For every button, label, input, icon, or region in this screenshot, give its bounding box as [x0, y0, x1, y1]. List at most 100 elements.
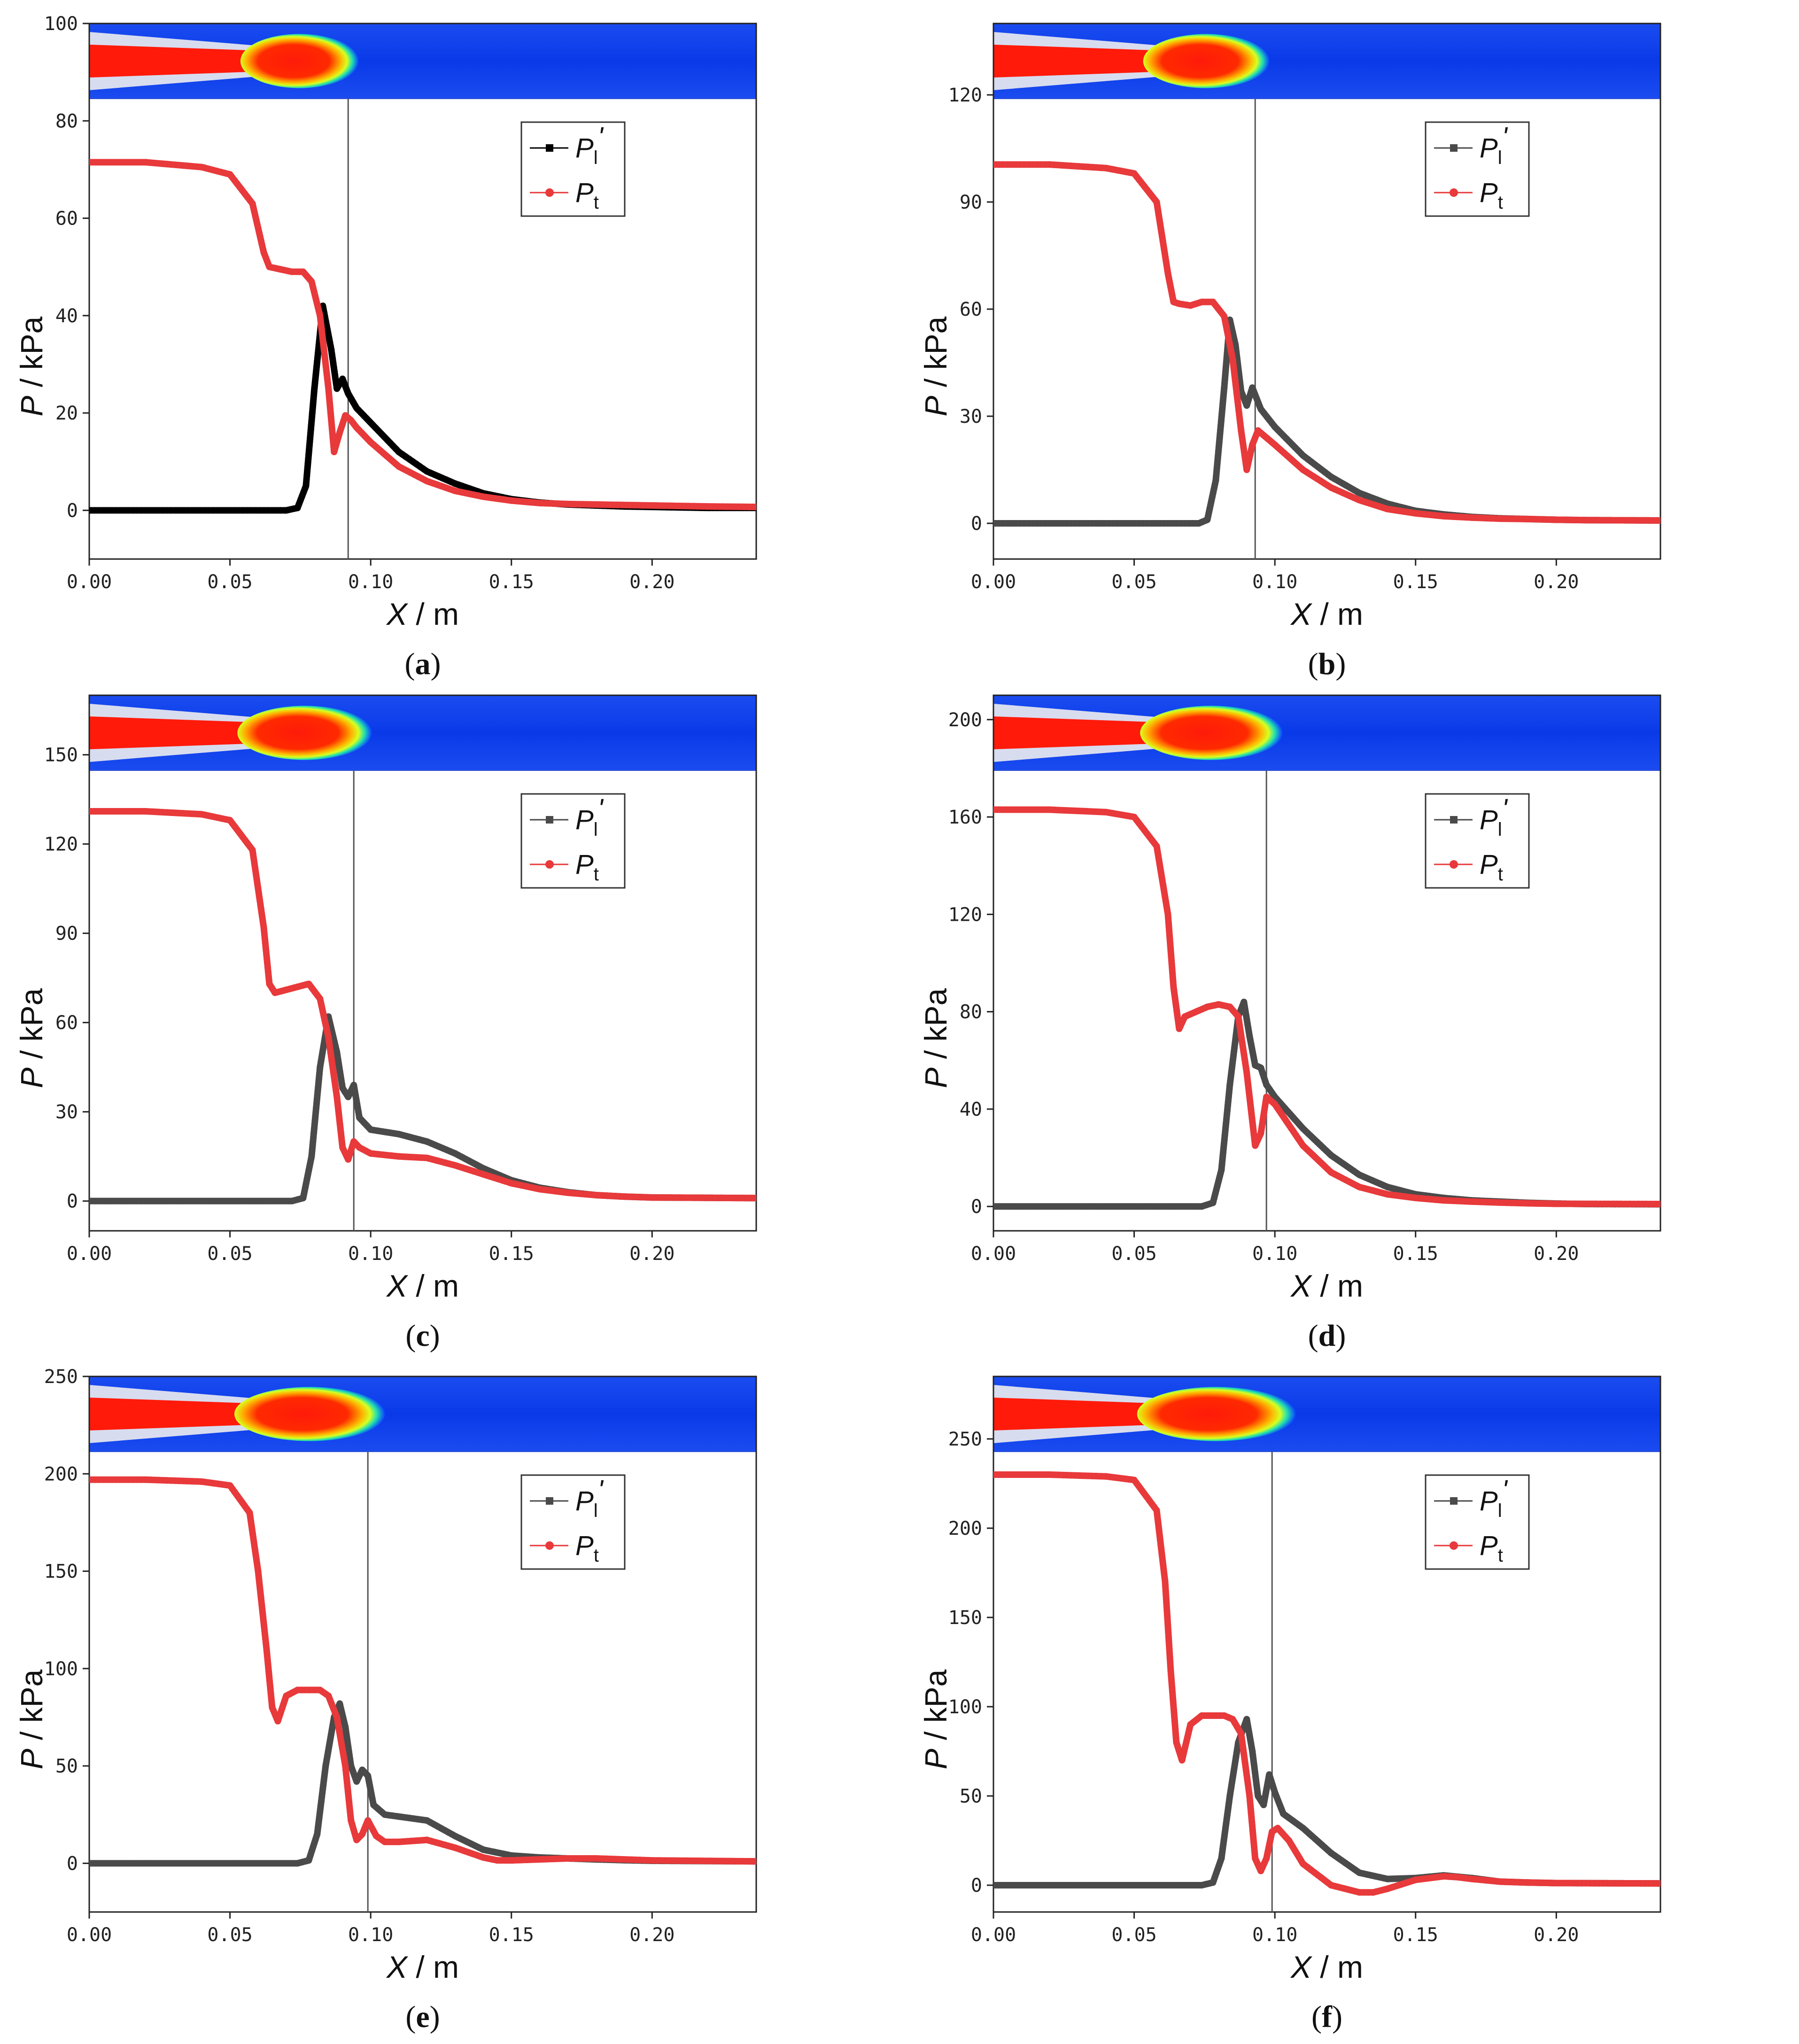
data-point — [339, 1085, 346, 1091]
x-tick-label: 0.20 — [629, 571, 675, 593]
data-point — [1198, 1712, 1205, 1719]
data-point — [753, 504, 756, 511]
chart-panel-c: 0 30 60 90 120 150 0.00 0.05 0.10 0.15 0.20 X / m P … — [0, 672, 892, 1353]
data-point — [1327, 1152, 1334, 1159]
data-point — [260, 249, 267, 256]
data-point — [993, 1203, 997, 1210]
data-point — [1300, 1142, 1307, 1149]
x-tick-label: 0.00 — [67, 571, 112, 593]
legend-marker-square — [1450, 1497, 1458, 1505]
data-point — [381, 1811, 388, 1818]
data-point — [451, 480, 458, 487]
data-point — [536, 499, 543, 506]
data-point — [342, 1724, 349, 1731]
data-point — [1384, 1191, 1391, 1198]
data-point — [226, 817, 233, 824]
data-point — [314, 1831, 321, 1838]
legend-box — [1425, 121, 1530, 217]
data-point — [353, 1836, 360, 1843]
data-point — [1198, 1203, 1205, 1210]
legend-label: Pt — [1480, 178, 1503, 213]
data-point — [1272, 423, 1279, 430]
data-point — [1246, 1033, 1253, 1040]
y-tick-label: 200 — [948, 709, 982, 731]
data-point — [494, 1857, 501, 1864]
data-point — [1218, 1855, 1225, 1862]
x-tick-label: 0.10 — [1252, 1243, 1297, 1265]
data-point — [198, 1478, 205, 1485]
x-axis-title: X / m — [386, 597, 459, 631]
panel-caption: (a) — [405, 647, 441, 681]
data-point — [1468, 514, 1475, 521]
y-tick-label: 30 — [960, 406, 982, 427]
legend: Pl' Pt — [1425, 793, 1530, 889]
series-Pt — [89, 1476, 756, 1865]
legend-marker-circle — [1450, 860, 1458, 869]
chart-svg-d: 0 40 80 120 160 200 0.00 0.05 0.10 0.15 0.20 X / m P… — [918, 694, 1661, 1353]
data-point — [508, 497, 515, 504]
data-point — [1153, 1507, 1160, 1514]
x-tick-label: 0.00 — [971, 571, 1016, 593]
data-point — [342, 1763, 349, 1770]
legend-marker-square — [1450, 816, 1458, 824]
data-point — [359, 1831, 366, 1838]
x-tick-label: 0.15 — [489, 1924, 534, 1946]
plume-core — [1143, 34, 1270, 88]
panel-caption: (d) — [1308, 1319, 1346, 1353]
y-tick-label: 120 — [948, 904, 982, 925]
data-point — [89, 808, 93, 815]
data-point — [1553, 1200, 1560, 1207]
data-point — [283, 1692, 290, 1699]
data-point — [423, 1836, 430, 1843]
data-point — [1255, 1793, 1262, 1799]
data-point — [508, 1180, 515, 1187]
data-point — [1412, 1876, 1419, 1883]
legend-label: Pl' — [1480, 793, 1508, 840]
data-point — [1162, 1578, 1169, 1585]
data-point — [395, 1131, 403, 1138]
x-tick-label: 0.10 — [348, 1243, 393, 1265]
data-point — [294, 983, 301, 990]
flow-field-inset — [993, 1376, 1661, 1452]
data-point — [1204, 1003, 1211, 1010]
y-axis-title: P / kPa — [918, 316, 953, 416]
data-point — [317, 1686, 324, 1694]
data-point — [395, 1153, 403, 1160]
x-tick-label: 0.10 — [348, 571, 393, 593]
data-point — [423, 1817, 430, 1824]
y-tick-label: 40 — [55, 305, 78, 327]
y-tick-label: 60 — [960, 299, 982, 320]
data-point — [353, 1778, 360, 1785]
data-point — [1212, 477, 1219, 484]
data-point — [592, 1192, 599, 1198]
data-point — [1497, 1878, 1504, 1885]
legend-marker-circle — [1450, 1541, 1458, 1550]
data-point — [1356, 497, 1363, 504]
data-point — [1327, 1882, 1334, 1889]
x-tick-label: 0.20 — [629, 1243, 675, 1265]
data-point — [1176, 300, 1183, 307]
data-point — [1153, 843, 1160, 850]
legend: Pl' Pt — [520, 1474, 626, 1570]
x-tick-label: 0.05 — [1111, 1243, 1156, 1265]
series-line — [89, 1013, 756, 1205]
data-point — [350, 1138, 357, 1145]
data-point — [353, 404, 360, 412]
data-point — [305, 980, 312, 987]
data-point — [266, 264, 273, 271]
data-point — [480, 493, 487, 500]
data-point — [367, 419, 374, 426]
series-Pt — [993, 1471, 1660, 1896]
plot-frame — [88, 694, 757, 1232]
data-point — [753, 1195, 756, 1202]
legend-label: Pl' — [1480, 1475, 1508, 1521]
data-point — [336, 429, 343, 436]
data-point — [1327, 484, 1334, 491]
y-axis-title: P / kPa — [14, 988, 49, 1088]
series-line — [89, 159, 756, 511]
chart-panel-e: 0 50 100 150 200 250 0.00 0.05 0.10 0.15 0.20 X / m… — [0, 1353, 892, 2034]
flow-field-inset — [89, 695, 757, 771]
x-tick-label: 0.05 — [207, 1243, 252, 1265]
data-point — [1232, 342, 1239, 348]
plot-frame — [993, 1376, 1661, 1913]
